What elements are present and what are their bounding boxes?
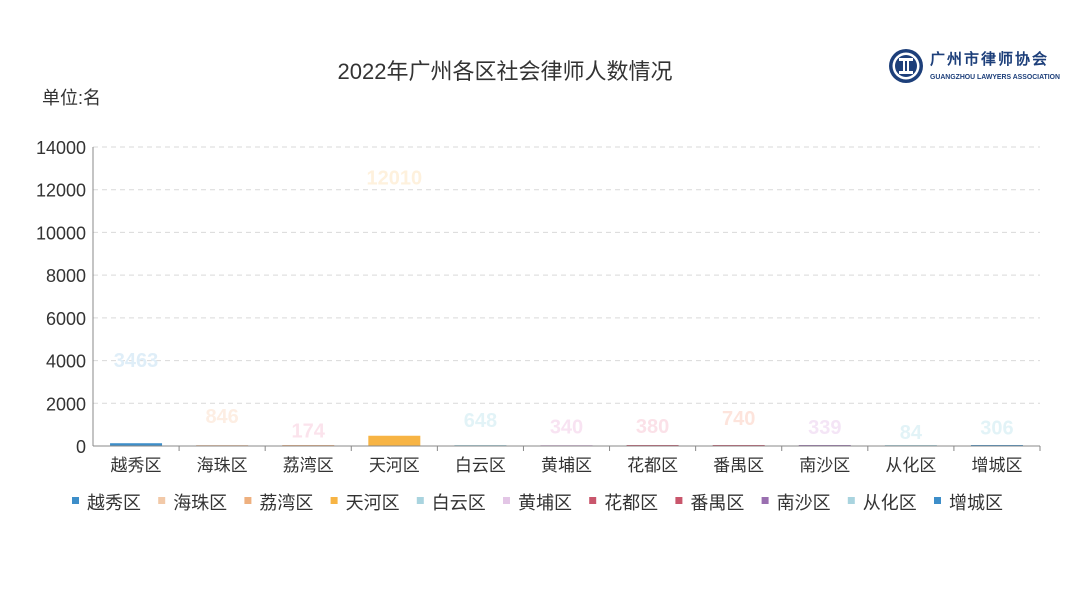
data-label: 340: [550, 417, 583, 439]
legend-item[interactable]: 从化区: [847, 493, 917, 513]
legend-item[interactable]: 增城区: [934, 493, 1003, 513]
x-tick-label: 从化区: [885, 456, 936, 475]
legend-label: 黄埔区: [518, 493, 572, 513]
legend-swatch: [244, 497, 252, 504]
legend-label: 南沙区: [777, 493, 831, 513]
logo-name-en: GUANGZHOU LAWYERS ASSOCIATION: [930, 72, 1060, 81]
legend-item[interactable]: 花都区: [589, 493, 658, 513]
y-tick-label: 10000: [36, 223, 86, 243]
y-axis: 0 2000 4000 6000 8000 10000 12000 14000: [36, 138, 94, 457]
association-logo: 广州市律师协会 GUANGZHOU LAWYERS ASSOCIATION: [889, 49, 1060, 83]
grid-lines: [93, 146, 1040, 404]
legend-swatch: [416, 497, 424, 504]
legend-label: 海珠区: [173, 493, 227, 513]
bar: [110, 443, 163, 446]
data-label: 12010: [367, 168, 423, 190]
legend-swatch: [589, 497, 597, 504]
legend-label: 番禺区: [690, 493, 744, 513]
legend-item[interactable]: 白云区: [416, 493, 486, 513]
legend-swatch: [761, 497, 769, 504]
x-tick-label: 花都区: [627, 456, 678, 475]
data-label: 740: [722, 408, 755, 430]
legend-item[interactable]: 荔湾区: [244, 493, 313, 513]
x-tick-label: 南沙区: [799, 456, 850, 475]
x-tick-label: 天河区: [369, 456, 420, 475]
x-tick-label: 海珠区: [197, 456, 248, 475]
legend-swatch: [158, 497, 166, 504]
x-axis: 越秀区 海珠区 荔湾区 天河区 白云区 黄埔区 花都区 番禺区 南沙区 从化区 增城区: [93, 445, 1041, 475]
data-label: 174: [292, 420, 326, 442]
data-labels: 3463 846 174 12010 648 340 380 740 339 84 306: [114, 168, 1014, 445]
legend-label: 从化区: [863, 493, 917, 513]
x-tick-label: 荔湾区: [283, 456, 334, 475]
chart-title: 2022年广州各区社会律师人数情况: [338, 59, 673, 84]
y-tick-label: 8000: [46, 266, 86, 286]
legend-swatch: [847, 497, 855, 504]
legend: 越秀区 海珠区 荔湾区 天河区 白云区 黄埔区 花都区 番禺区 南沙区 从化区 增城区: [72, 493, 1003, 513]
x-tick-label: 越秀区: [111, 456, 162, 475]
y-tick-label: 12000: [36, 181, 86, 201]
legend-item[interactable]: 番禺区: [675, 493, 744, 513]
legend-item[interactable]: 天河区: [330, 493, 400, 513]
legend-swatch: [330, 497, 338, 504]
x-tick-label: 白云区: [455, 456, 506, 475]
y-tick-label: 14000: [36, 138, 86, 158]
data-label: 306: [980, 417, 1013, 439]
legend-swatch: [934, 497, 941, 504]
legend-label: 增城区: [949, 493, 1003, 513]
bar: [368, 435, 421, 446]
legend-swatch: [675, 497, 683, 504]
legend-label: 越秀区: [87, 493, 141, 513]
y-tick-label: 2000: [46, 394, 86, 414]
legend-item[interactable]: 南沙区: [761, 493, 831, 513]
data-label: 648: [464, 410, 497, 432]
legend-item[interactable]: 海珠区: [158, 493, 227, 513]
x-tick-label: 增城区: [971, 456, 1022, 475]
data-label: 846: [205, 406, 238, 428]
data-label: 380: [636, 416, 669, 438]
logo-name-cn: 广州市律师协会: [930, 50, 1049, 68]
x-tick-label: 番禺区: [713, 456, 764, 475]
unit-label: 单位:名: [42, 88, 101, 108]
y-tick-label: 4000: [46, 352, 86, 372]
data-label: 84: [900, 422, 923, 444]
association-emblem-icon: [889, 49, 923, 83]
x-tick-label: 黄埔区: [541, 456, 592, 475]
legend-swatch: [503, 497, 510, 504]
y-tick-label: 0: [76, 437, 86, 457]
legend-label: 荔湾区: [259, 493, 313, 513]
legend-label: 白云区: [432, 493, 486, 513]
legend-item[interactable]: 越秀区: [72, 493, 141, 513]
data-label: 339: [808, 417, 841, 439]
data-label: 3463: [114, 350, 159, 372]
legend-swatch: [72, 497, 79, 504]
legend-label: 天河区: [346, 493, 400, 513]
legend-label: 花都区: [604, 493, 658, 513]
legend-item[interactable]: 黄埔区: [503, 493, 572, 513]
y-tick-label: 6000: [46, 309, 86, 329]
